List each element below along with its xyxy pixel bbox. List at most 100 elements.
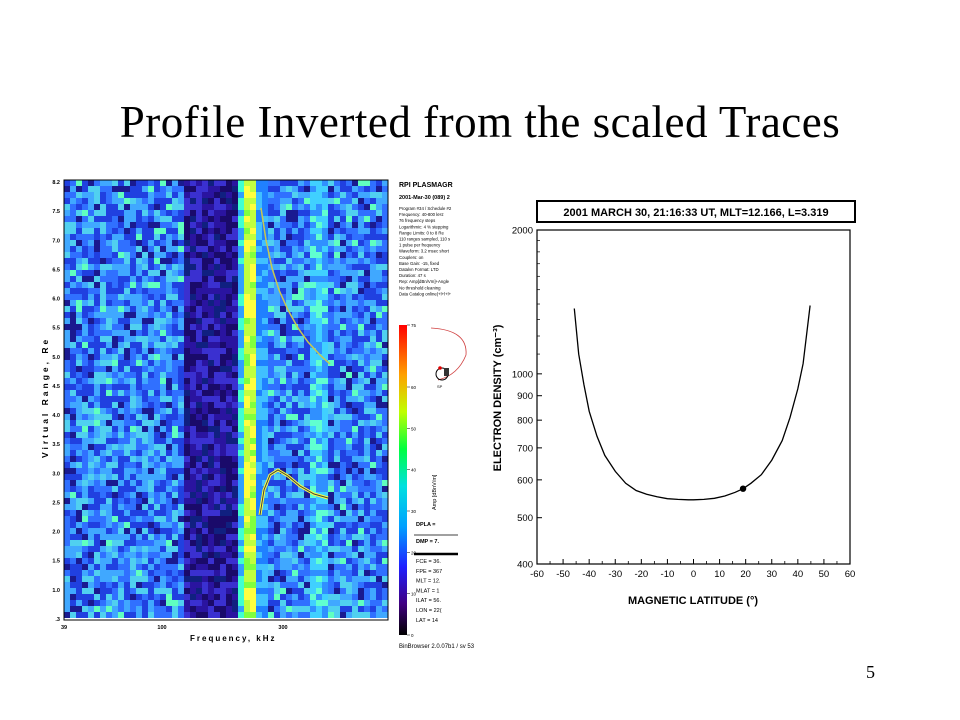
param-line: DPLA = bbox=[416, 522, 436, 528]
x-tick-label: 0 bbox=[691, 569, 696, 580]
y-tick-label: 3.0 bbox=[52, 471, 60, 477]
info-line: Waveform: 3.2 msec short bbox=[399, 249, 450, 254]
info-line: 110 ranges sampled, 110 s bbox=[399, 237, 450, 242]
y-tick-label: 2.5 bbox=[52, 500, 60, 506]
colorbar bbox=[399, 325, 407, 635]
x-tick-label: -50 bbox=[556, 569, 570, 580]
colorbar-tick: 10 bbox=[411, 592, 417, 597]
param-line: FPE = 367 bbox=[416, 569, 442, 575]
param-line: MLT = 12. bbox=[416, 579, 441, 585]
x-tick-label: -30 bbox=[608, 569, 622, 580]
colorbar-tick: 20 bbox=[411, 550, 417, 555]
y-tick-label: 700 bbox=[517, 443, 533, 454]
x-tick-label: 300 bbox=[278, 625, 287, 631]
info-line: Base Gain: -15, fixed bbox=[399, 261, 440, 266]
colorbar-ticks: 75 60 50 40 30 20 10 0 bbox=[407, 323, 417, 638]
colorbar-label: Amp [dBnV/m] bbox=[432, 474, 438, 510]
info-line: Rep: Amp[dBn/Vm]+Angle bbox=[399, 279, 450, 284]
y-axis-ticks: 400 500 600 700 800 900 1000 2000 bbox=[512, 226, 542, 571]
info-line: Frequency: 40-800 kHz bbox=[399, 212, 444, 217]
page-number: 5 bbox=[866, 662, 875, 682]
y-tick-label: 2000 bbox=[512, 226, 533, 237]
x-tick-label: 50 bbox=[819, 569, 830, 580]
y-tick-label: 5.0 bbox=[52, 355, 60, 361]
y-tick-label: 6.0 bbox=[52, 297, 60, 303]
info-line: Data Catalog online(+l+l+l+ bbox=[399, 291, 452, 296]
y-tick-label: 1.5 bbox=[52, 559, 60, 565]
y-tick-labels: 8.2 7.5 7.0 6.5 6.0 5.5 5.0 4.5 4.0 3.5 3.0 2.5 2.0 1… bbox=[52, 180, 60, 623]
info-line: Logarithmic: 4 % stepping bbox=[399, 224, 449, 229]
satellite-position-marker bbox=[739, 485, 747, 492]
x-tick-label: 60 bbox=[845, 569, 856, 580]
chart-title: 2001 MARCH 30, 21:16:33 UT, MLT=12.166, … bbox=[563, 207, 828, 219]
spectrogram-panel: Virtual Range, Re Frequency, kHz 8.2 7.5 7… bbox=[38, 170, 482, 652]
x-tick-label: 100 bbox=[157, 625, 166, 631]
y-tick-label: 8.2 bbox=[52, 180, 60, 186]
colorbar-tick: 40 bbox=[411, 468, 417, 473]
y-tick-label: 5.5 bbox=[52, 326, 60, 332]
y-axis-label: Virtual Range, Re bbox=[40, 337, 50, 458]
y-tick-label: 3.5 bbox=[52, 442, 60, 448]
y-axis-title: ELECTRON DENSITY (cm⁻³) bbox=[492, 324, 504, 471]
x-tick-label: 30 bbox=[766, 569, 777, 580]
info-line: No threshold cleaning bbox=[399, 285, 441, 290]
y-tick-label: 4.5 bbox=[52, 384, 60, 390]
y-tick-label: 2.0 bbox=[52, 530, 60, 536]
x-tick-labels: 39 100 300 bbox=[61, 625, 288, 631]
colorbar-tick: 50 bbox=[411, 426, 417, 431]
param-line: DMP = 7. bbox=[416, 539, 439, 545]
x-axis-ticks: -60 -50 -40 -30 -20 -10 0 10 20 30 40 50 60 bbox=[530, 559, 855, 580]
param-line: LAT = 14 bbox=[416, 618, 438, 624]
density-profile-chart: 2001 MARCH 30, 21:16:33 UT, MLT=12.166, … bbox=[487, 190, 863, 620]
orbit-icon: SP bbox=[430, 327, 467, 389]
x-axis-label: Frequency, kHz bbox=[190, 634, 277, 643]
x-tick-label: -20 bbox=[634, 569, 648, 580]
y-tick-label: 800 bbox=[517, 416, 533, 427]
info-line: Program #34 / Schedule #2 bbox=[399, 206, 452, 211]
colorbar-tick: 0 bbox=[411, 633, 414, 638]
density-profile-line bbox=[573, 305, 811, 501]
x-tick-label: -60 bbox=[530, 569, 544, 580]
x-tick-label: 39 bbox=[61, 625, 67, 631]
y-tick-label: 400 bbox=[517, 560, 533, 571]
y-tick-label: .3 bbox=[55, 617, 60, 623]
orbit-label: SP bbox=[437, 384, 443, 389]
chart-title-box bbox=[536, 200, 856, 223]
y-tick-label: 900 bbox=[517, 391, 533, 402]
parameter-list: DPLA = DMP = 7. FCE = 36. FPE = 367 MLT = 1… bbox=[414, 522, 458, 624]
info-line: 76 frequency steps bbox=[399, 218, 435, 223]
upper-echo-trace bbox=[260, 207, 331, 365]
y-tick-label: 7.0 bbox=[52, 238, 60, 244]
slide-title: Profile Inverted from the scaled Traces bbox=[119, 97, 841, 147]
y-tick-label: 500 bbox=[517, 513, 533, 524]
x-tick-label: 40 bbox=[793, 569, 804, 580]
x-tick-label: -10 bbox=[661, 569, 675, 580]
y-tick-label: 6.5 bbox=[52, 267, 60, 273]
y-tick-label: 7.5 bbox=[52, 209, 60, 215]
param-line: LON = 22( bbox=[416, 608, 442, 614]
info-line: Range Limits: 0 to 8 Re bbox=[399, 230, 445, 235]
colorbar-tick: 60 bbox=[411, 385, 417, 390]
lower-echo-trace-overlay bbox=[259, 469, 329, 516]
info-line: Datalvn Format: LTD bbox=[399, 267, 439, 272]
y-tick-label: 4.0 bbox=[52, 413, 60, 419]
y-tick-label: 1000 bbox=[512, 369, 533, 380]
info-line: Duration: 47 s bbox=[399, 273, 426, 278]
colorbar-tick: 75 bbox=[411, 323, 417, 328]
y-tick-label: 600 bbox=[517, 475, 533, 486]
footer-text: BinBrowser 2.0.07b1 / sv 53 bbox=[399, 644, 475, 650]
x-tick-label: 10 bbox=[714, 569, 725, 580]
param-line: MLAT = 1 bbox=[416, 588, 440, 594]
x-tick-label: -40 bbox=[582, 569, 596, 580]
info-header: RPI PLASMAGR bbox=[399, 182, 453, 189]
info-date: 2001-Mar-30 (089) 2 bbox=[399, 195, 450, 201]
param-line: FCE = 36. bbox=[416, 559, 441, 565]
info-line: Couplers: on bbox=[399, 255, 424, 260]
y-tick-label: 1.0 bbox=[52, 588, 60, 594]
x-tick-label: 20 bbox=[740, 569, 751, 580]
info-line: 1 pulse per frequency bbox=[399, 243, 441, 248]
param-line: ILAT = 56. bbox=[416, 598, 441, 604]
x-axis-title: MAGNETIC LATITUDE (°) bbox=[628, 595, 758, 607]
colorbar-tick: 30 bbox=[411, 509, 417, 514]
